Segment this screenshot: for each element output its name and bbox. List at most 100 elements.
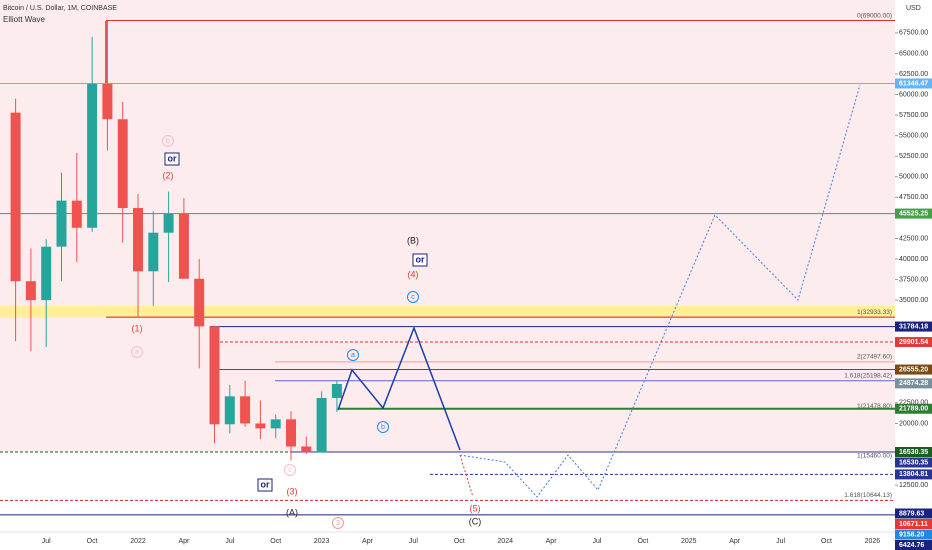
price-box — [895, 519, 932, 529]
price-label: 6424.76 — [899, 542, 924, 549]
fib-label: 1(32933.33) — [857, 309, 892, 316]
x-tick-label: Oct — [87, 538, 98, 545]
price-label: 16530.35 — [899, 449, 928, 456]
wave-label: or — [261, 479, 270, 489]
y-tick-label: 22500.00 — [899, 400, 928, 407]
x-tick-label: Oct — [821, 538, 832, 545]
price-box — [895, 529, 932, 540]
y-tick-label: 47500.00 — [899, 194, 928, 201]
y-tick-label: 52500.00 — [899, 153, 928, 160]
price-box — [895, 337, 932, 348]
candle-body — [209, 326, 220, 425]
candle-body — [25, 281, 36, 301]
price-box — [895, 208, 932, 219]
y-tick-label: 62500.00 — [899, 71, 928, 78]
price-label: 9158.20 — [899, 531, 924, 538]
price-label: 61346.47 — [899, 80, 928, 87]
fib-label: 2(27497.60) — [857, 354, 892, 361]
wave-path — [337, 325, 461, 451]
x-tick-label: Apr — [729, 538, 741, 545]
price-box — [895, 78, 932, 89]
price-label: 21789.00 — [899, 406, 928, 413]
wave-label: (B) — [407, 235, 419, 245]
y-tick-label: 65000.00 — [899, 50, 928, 57]
candle-body — [240, 396, 251, 424]
y-tick-label: 12500.00 — [899, 482, 928, 489]
wave-circle — [347, 349, 359, 361]
x-tick-label: Apr — [178, 538, 190, 545]
price-label: 31784.18 — [899, 323, 928, 330]
y-tick-label: 35000.00 — [899, 297, 928, 304]
x-tick-label: Jul — [776, 538, 785, 545]
zone-band — [0, 306, 895, 318]
price-label: 10671.11 — [899, 521, 928, 528]
price-label: 29901.54 — [899, 339, 928, 346]
fib-label: 1.618(10644.13) — [844, 492, 892, 499]
price-label: 45525.25 — [899, 210, 928, 217]
wave-label: (2) — [163, 170, 174, 180]
candle-body — [102, 83, 113, 120]
candle-body — [286, 419, 296, 447]
wave-label: a — [135, 349, 139, 356]
candle-body — [316, 397, 327, 453]
zone-shade — [0, 0, 895, 452]
x-tick-label: 2026 — [865, 538, 881, 545]
candle-body — [178, 213, 189, 279]
wave-label: b — [166, 138, 170, 145]
projection-path — [459, 84, 861, 498]
annotations: (1) a b or (2) (B) or (4) c a b c or (3) (A) 3 (5) (C) — [131, 135, 482, 529]
x-tick-label: 2023 — [314, 538, 330, 545]
candle-body — [224, 396, 235, 425]
price-box — [895, 508, 932, 519]
wave-label: (5) — [470, 503, 481, 513]
candle-body — [56, 200, 67, 247]
candle-body — [87, 83, 98, 228]
price-box — [895, 540, 932, 550]
price-box — [895, 364, 932, 375]
wave-label: c — [411, 294, 415, 301]
candle-body — [71, 200, 82, 228]
candle-body — [117, 119, 128, 209]
y-tick-label: 57500.00 — [899, 112, 928, 119]
candle-body — [148, 232, 159, 272]
x-tick-label: Apr — [362, 538, 374, 545]
price-box — [895, 446, 932, 457]
candle-body — [10, 112, 21, 282]
wave-label: (C) — [469, 516, 482, 526]
wave-label: or — [416, 254, 425, 264]
wave-label: (3) — [287, 486, 298, 496]
fib-label: 1(21478.80) — [857, 403, 892, 410]
wave-circle — [377, 421, 389, 433]
price-label: 26555.20 — [899, 366, 928, 373]
price-label: 8879.63 — [899, 510, 924, 517]
projection-path — [459, 454, 474, 498]
y-tick-label: 67500.00 — [899, 30, 928, 37]
x-tick-label: Oct — [454, 538, 465, 545]
wave-label: (A) — [286, 507, 298, 517]
y-tick-label: 60000.00 — [899, 91, 928, 98]
fib-label: 1(15460.00) — [857, 453, 892, 460]
wave-box — [412, 253, 428, 267]
candle-body — [255, 423, 266, 429]
price-box — [895, 378, 932, 389]
y-tick-label: 55000.00 — [899, 133, 928, 140]
price-box — [895, 457, 932, 468]
x-tick-label: Jul — [42, 538, 51, 545]
x-tick-label: Jul — [593, 538, 602, 545]
x-tick-label: 2022 — [130, 538, 146, 545]
price-label: 24874.28 — [899, 380, 928, 387]
price-box — [895, 403, 932, 414]
candle-body — [270, 419, 281, 429]
price-box — [895, 469, 932, 480]
wave-circle — [407, 291, 419, 303]
candles — [10, 20, 342, 461]
x-tick-label: Jul — [225, 538, 234, 545]
axis-unit: USD — [906, 5, 921, 12]
x-tick-label: Oct — [637, 538, 648, 545]
wave-box — [257, 478, 273, 492]
candle-body — [41, 246, 52, 301]
chart-subtitle: Elliott Wave — [3, 15, 45, 24]
x-tick-label: 2025 — [681, 538, 697, 545]
y-tick-label: 40000.00 — [899, 256, 928, 263]
